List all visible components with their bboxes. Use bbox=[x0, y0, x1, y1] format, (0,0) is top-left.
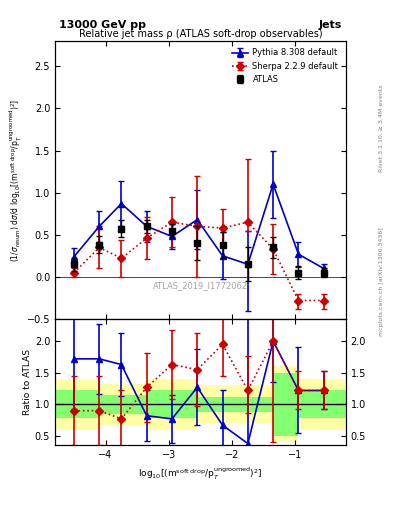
Y-axis label: Ratio to ATLAS: Ratio to ATLAS bbox=[23, 349, 32, 415]
Y-axis label: $(1/\sigma_{\mathrm{resum}})$ d$\sigma$/d log$_{10}$[(m$^{\mathrm{soft\ drop}}$/: $(1/\sigma_{\mathrm{resum}})$ d$\sigma$/… bbox=[8, 98, 24, 262]
Text: mcplots.cern.ch [arXiv:1306.3436]: mcplots.cern.ch [arXiv:1306.3436] bbox=[379, 227, 384, 336]
Text: Jets: Jets bbox=[319, 20, 342, 30]
Text: 13000 GeV pp: 13000 GeV pp bbox=[59, 20, 146, 30]
Text: Rivet 3.1.10, ≥ 3.4M events: Rivet 3.1.10, ≥ 3.4M events bbox=[379, 84, 384, 172]
Text: ATLAS_2019_I1772062: ATLAS_2019_I1772062 bbox=[153, 281, 248, 290]
X-axis label: log$_{10}$[(m$^{\mathrm{soft\ drop}}$/p$_T^{\mathrm{ungroomed}}$)$^2$]: log$_{10}$[(m$^{\mathrm{soft\ drop}}$/p$… bbox=[138, 466, 263, 482]
Legend: Pythia 8.308 default, Sherpa 2.2.9 default, ATLAS: Pythia 8.308 default, Sherpa 2.2.9 defau… bbox=[228, 45, 342, 87]
Title: Relative jet mass ρ (ATLAS soft-drop observables): Relative jet mass ρ (ATLAS soft-drop obs… bbox=[79, 29, 322, 39]
